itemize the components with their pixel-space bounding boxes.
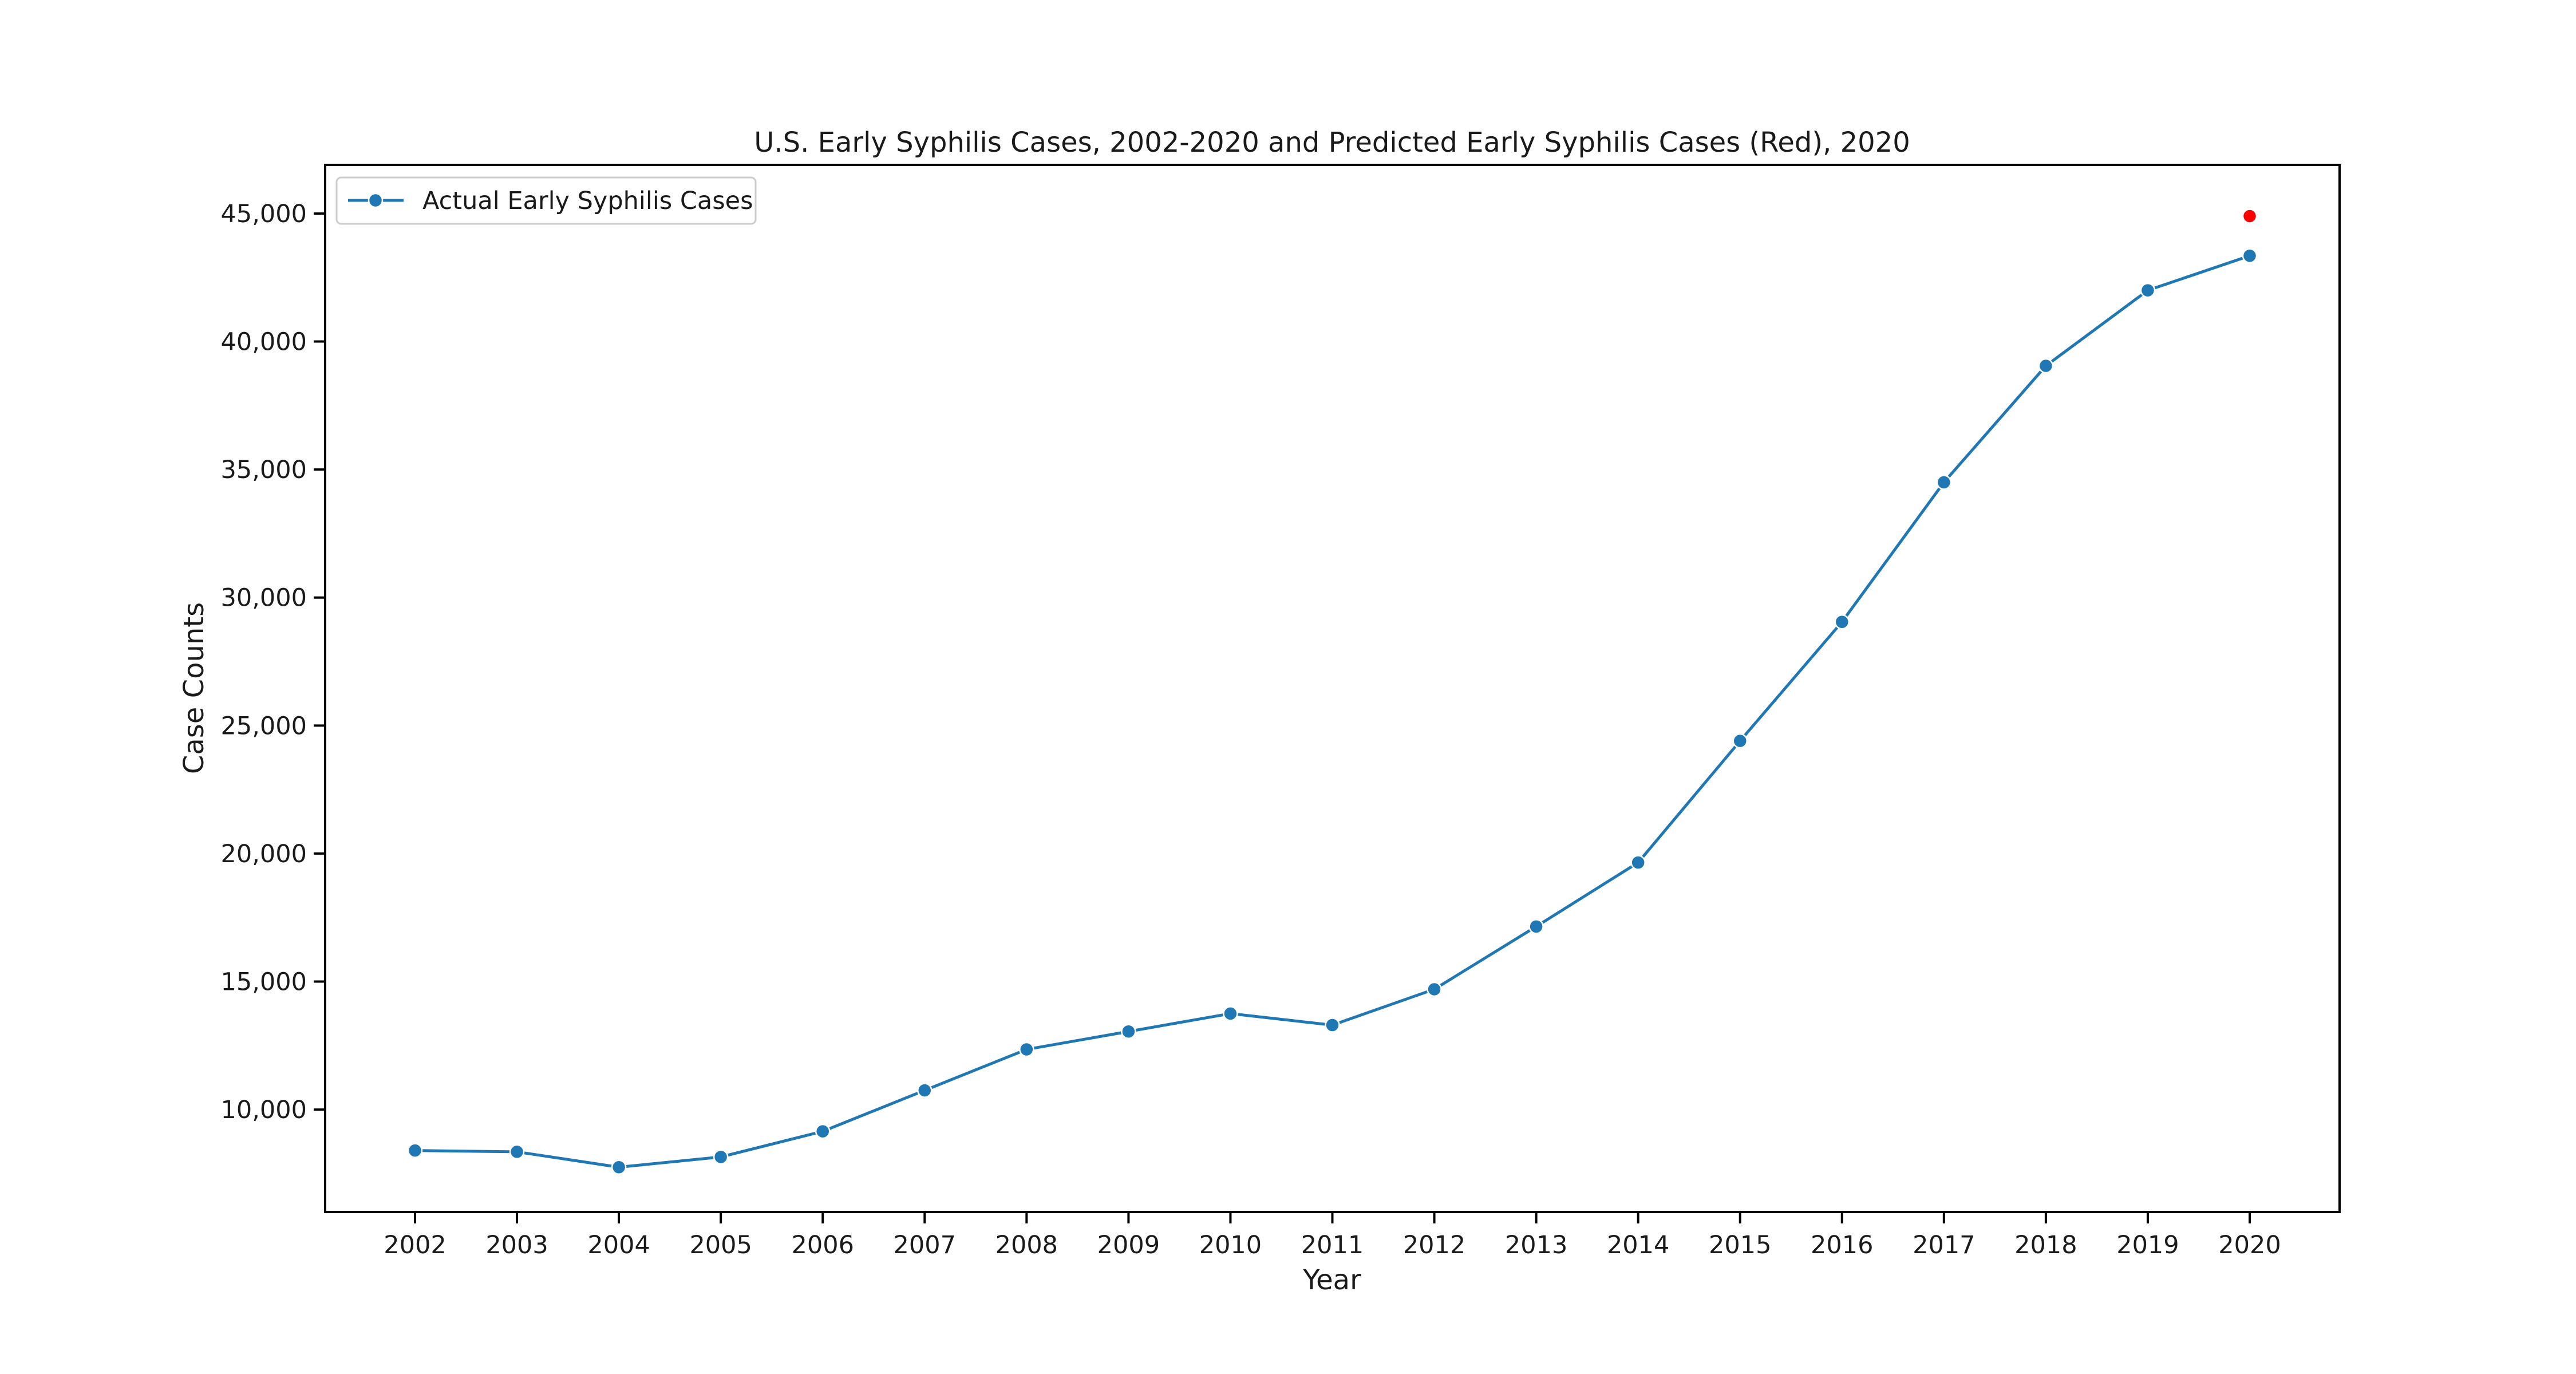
chart-title: U.S. Early Syphilis Cases, 2002-2020 and… <box>754 127 1910 159</box>
y-tick-label: 40,000 <box>221 328 307 357</box>
x-tick-label: 2003 <box>485 1231 548 1260</box>
data-point <box>2038 358 2054 374</box>
data-point <box>611 1159 627 1175</box>
series-layer <box>407 208 2258 1175</box>
x-tick-label: 2002 <box>384 1231 446 1260</box>
x-tick-label: 2004 <box>587 1231 650 1260</box>
x-tick-label: 2015 <box>1709 1231 1771 1260</box>
x-axis-label: Year <box>1302 1264 1361 1296</box>
data-point <box>509 1144 525 1160</box>
y-tick-label: 10,000 <box>221 1096 307 1124</box>
data-point <box>815 1123 831 1139</box>
y-tick-label: 35,000 <box>221 456 307 484</box>
y-tick-label: 15,000 <box>221 968 307 997</box>
x-tick-label: 2010 <box>1199 1231 1262 1260</box>
data-point <box>1732 733 1748 749</box>
x-tick-label: 2013 <box>1505 1231 1567 1260</box>
data-point <box>1427 981 1442 997</box>
legend-box <box>335 176 757 225</box>
y-tick-label: 20,000 <box>221 840 307 868</box>
x-tick-label: 2005 <box>689 1231 752 1260</box>
y-axis-label: Case Counts <box>178 602 210 774</box>
x-tick-label: 2008 <box>995 1231 1058 1260</box>
data-point <box>1121 1024 1136 1039</box>
data-point <box>1528 919 1544 934</box>
data-point <box>2242 248 2258 264</box>
plot-frame <box>324 164 2341 1213</box>
data-point <box>917 1083 933 1098</box>
legend-label-actual: Actual Early Syphilis Cases <box>422 187 753 215</box>
x-tick-label: 2016 <box>1811 1231 1873 1260</box>
data-point <box>1325 1017 1340 1033</box>
data-point <box>1223 1006 1238 1021</box>
data-point <box>1936 475 1952 490</box>
legend: Actual Early Syphilis Cases <box>335 176 757 225</box>
x-tick-label: 2014 <box>1607 1231 1669 1260</box>
data-point <box>2140 282 2156 298</box>
predicted-point <box>2242 208 2258 224</box>
data-point <box>713 1149 729 1165</box>
x-tick-label: 2011 <box>1301 1231 1364 1260</box>
y-tick-label: 45,000 <box>221 200 307 228</box>
x-axis-ticks: 2002 2003 2004 2005 2006 2007 2008 2009 2010 2011… <box>384 1212 2281 1260</box>
x-tick-label: 2018 <box>2014 1231 2077 1260</box>
data-point <box>1834 614 1850 630</box>
x-tick-label: 2020 <box>2218 1231 2281 1260</box>
data-point <box>407 1143 423 1158</box>
y-tick-label: 30,000 <box>221 584 307 613</box>
x-tick-label: 2006 <box>792 1231 854 1260</box>
x-tick-label: 2009 <box>1097 1231 1160 1260</box>
data-point <box>1630 855 1646 870</box>
data-point <box>1019 1041 1034 1057</box>
x-tick-label: 2012 <box>1403 1231 1465 1260</box>
x-tick-label: 2017 <box>1913 1231 1975 1260</box>
y-axis-ticks: 10,000 15,000 20,000 25,000 30,000 35,000 40,0… <box>221 200 325 1124</box>
legend-marker-swatch <box>368 192 384 208</box>
x-tick-label: 2007 <box>894 1231 956 1260</box>
x-tick-label: 2019 <box>2116 1231 2179 1260</box>
y-tick-label: 25,000 <box>221 712 307 740</box>
